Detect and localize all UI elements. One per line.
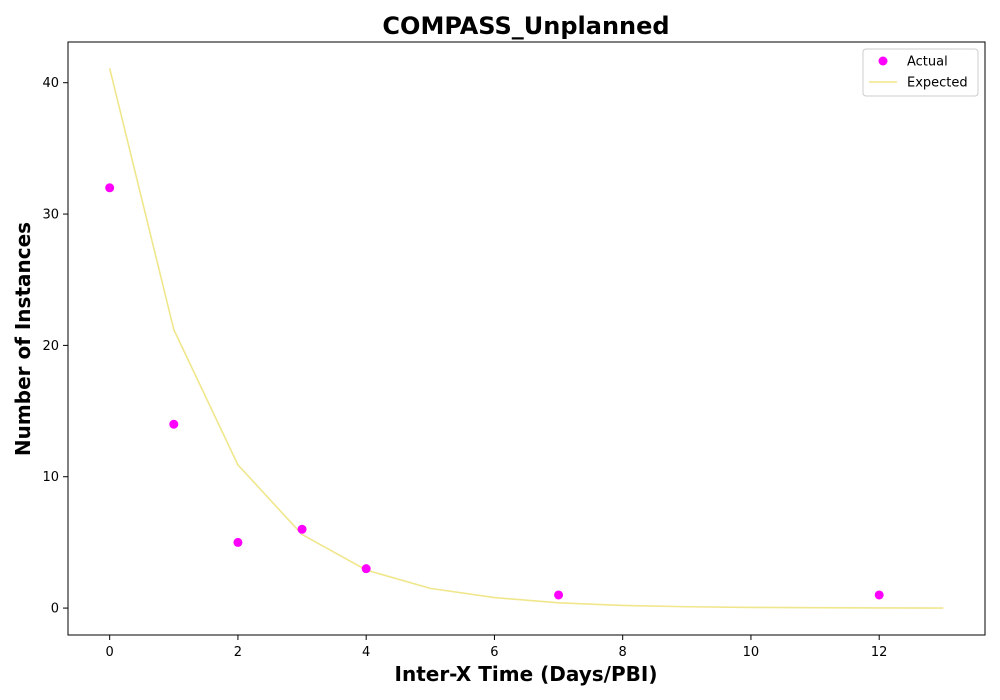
series-line-expected [108,68,944,609]
x-axis-label: Inter-X Time (Days/PBI) [395,662,658,686]
plot-frame [67,41,986,636]
y-axis-label: Number of Instances [11,222,35,456]
legend-label-actual: Actual [907,55,948,70]
x-tick-label: 4 [362,645,370,660]
data-point-actual-3 [297,524,307,534]
x-tick-label: 12 [871,645,888,660]
data-point-actual-0 [105,183,115,193]
legend-label-expected: Expected [907,76,968,91]
y-tick-label: 10 [42,470,59,485]
x-tick-label: 0 [106,645,114,660]
y-tick-label: 30 [42,208,59,223]
x-axis: 0 2 4 6 8 10 12 [106,635,888,660]
data-point-actual-6 [874,590,884,600]
data-point-actual-5 [554,590,564,600]
legend: Actual Expected [862,48,979,97]
data-point-actual-1 [169,419,179,429]
y-tick-label: 0 [51,602,59,617]
legend-marker-actual [878,56,888,66]
y-tick-label: 20 [42,339,59,354]
series-group [105,68,944,609]
y-tick-label: 40 [42,76,59,91]
x-tick-label: 2 [234,645,242,660]
data-point-actual-2 [233,537,243,547]
legend-box [862,48,979,97]
y-axis: 0 10 20 30 40 [42,76,68,617]
data-point-actual-4 [361,564,371,574]
x-tick-label: 6 [490,645,498,660]
x-tick-label: 8 [619,645,627,660]
plot-area [105,68,944,609]
x-tick-label: 10 [743,645,760,660]
chart-title: COMPASS_Unplanned [382,12,669,40]
